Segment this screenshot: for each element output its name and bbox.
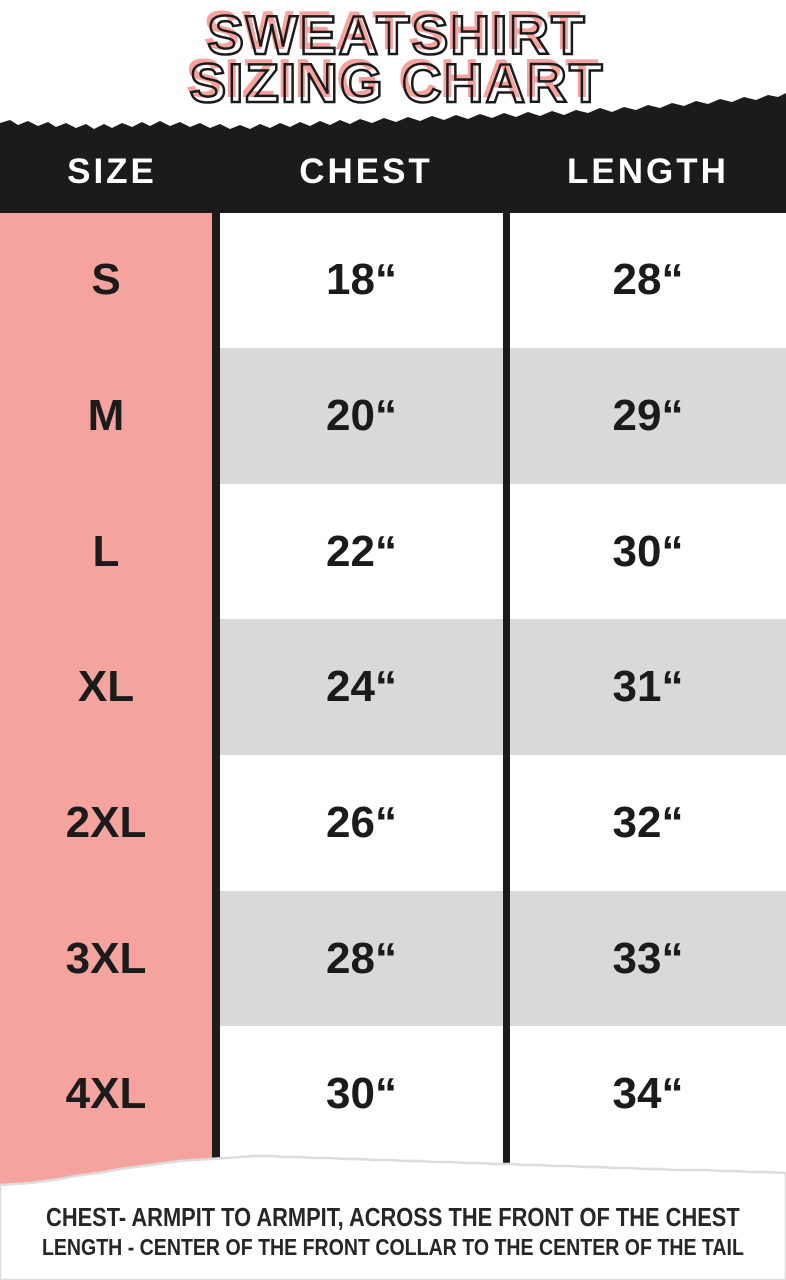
size-column-background	[0, 212, 212, 1185]
title-line2-outline: SIZING CHART	[188, 52, 605, 114]
column-header-length: LENGTH	[567, 152, 729, 191]
chest-cell: 24“	[326, 662, 397, 711]
measurement-notes: CHEST- ARMPIT TO ARMPIT, ACROSS THE FRON…	[0, 1202, 786, 1262]
column-header-size: SIZE	[67, 152, 157, 191]
length-cell: 29“	[612, 391, 684, 440]
chest-cell: 18“	[326, 255, 397, 304]
title-line1-outline: SWEATSHIRT	[206, 4, 587, 66]
length-cell: 33“	[612, 933, 684, 983]
size-cell: S	[91, 255, 121, 304]
chest-cell: 22“	[326, 526, 397, 576]
column-divider-1	[212, 212, 220, 1168]
chest-cell: 26“	[326, 798, 397, 847]
table-row-2xl: 2XL 26“ 32“	[0, 755, 786, 891]
title-line-1: SWEATSHIRT SWEATSHIRT	[0, 3, 786, 64]
size-cell: M	[87, 391, 125, 440]
size-cell: XL	[77, 662, 135, 711]
title-line-2: SIZING CHART SIZING CHART	[0, 51, 786, 112]
table-row-3xl: 3XL 28“ 33“	[0, 891, 786, 1026]
table-row-xl: XL 24“ 31“	[0, 619, 786, 755]
size-cell: 2XL	[65, 798, 147, 847]
length-cell: 32“	[612, 798, 684, 847]
torn-paper-header-edge	[0, 93, 786, 213]
torn-paper-bottom-edge	[0, 1154, 786, 1280]
length-cell: 34“	[612, 1069, 684, 1118]
table-row-4xl: 4XL 30“ 34“	[0, 1026, 786, 1162]
title-line2-text: SIZING CHART	[185, 47, 601, 109]
size-cell: 4XL	[65, 1069, 147, 1118]
chest-cell: 30“	[326, 1069, 397, 1118]
table-row-s: S 18“ 28“	[0, 212, 786, 348]
column-divider-2	[503, 212, 510, 1172]
title-line1-text: SWEATSHIRT	[203, 0, 583, 61]
length-cell: 31“	[612, 662, 684, 711]
chest-cell: 28“	[326, 933, 397, 983]
table-row-m: M 20“ 29“	[0, 348, 786, 484]
size-cell: L	[92, 526, 120, 576]
length-note: LENGTH - CENTER OF THE FRONT COLLAR TO T…	[42, 1234, 744, 1260]
chest-cell: 20“	[326, 391, 397, 440]
table-row-l: L 22“ 30“	[0, 484, 786, 619]
chest-note: CHEST- ARMPIT TO ARMPIT, ACROSS THE FRON…	[46, 1202, 740, 1232]
length-cell: 30“	[612, 526, 684, 576]
length-cell: 28“	[612, 255, 684, 304]
column-header-chest: CHEST	[299, 152, 433, 191]
page-title: SWEATSHIRT SWEATSHIRT SIZING CHART SIZIN…	[0, 3, 786, 112]
size-cell: 3XL	[65, 933, 147, 983]
